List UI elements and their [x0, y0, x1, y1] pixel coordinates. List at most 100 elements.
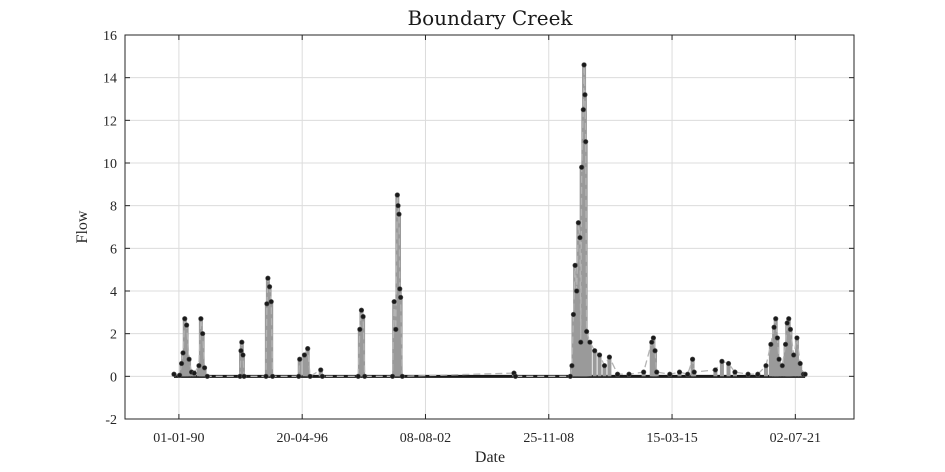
data-point	[784, 320, 790, 326]
data-point	[773, 316, 779, 322]
data-point	[732, 369, 738, 375]
data-point	[771, 324, 777, 330]
data-point	[240, 352, 246, 358]
data-point	[574, 288, 580, 294]
data-point	[725, 360, 732, 367]
x-tick-label: 15-03-15	[646, 431, 697, 446]
data-point	[768, 341, 774, 347]
data-point	[318, 367, 324, 373]
data-point	[265, 275, 271, 281]
data-point	[171, 371, 177, 377]
data-point	[266, 284, 273, 290]
data-point	[575, 220, 581, 226]
data-point	[791, 352, 797, 358]
data-point	[745, 371, 751, 377]
data-point	[296, 373, 302, 379]
data-point	[606, 354, 613, 360]
data-point	[177, 372, 183, 378]
data-point	[755, 371, 761, 377]
data-point	[393, 326, 399, 333]
y-tick-label: 16	[103, 29, 117, 44]
data-point	[239, 339, 245, 345]
data-point	[399, 373, 405, 379]
data-point	[570, 311, 577, 318]
data-point	[802, 371, 808, 377]
y-tick-label: 6	[110, 242, 117, 257]
x-tick-label: 02-07-21	[770, 431, 821, 446]
data-point	[394, 192, 400, 198]
data-point	[782, 341, 789, 347]
data-point	[614, 371, 621, 377]
data-point	[512, 373, 519, 379]
data-point	[357, 326, 363, 333]
data-point	[200, 331, 206, 337]
gridlines	[125, 34, 854, 420]
data-point	[579, 164, 585, 170]
x-tick-label: 01-01-90	[153, 431, 204, 446]
x-tick-label: 08-08-02	[400, 431, 451, 446]
data-point	[297, 356, 303, 362]
y-axis-ticks: -2 0 2 4 6 8 10 12 14 16	[103, 29, 854, 428]
data-point	[580, 107, 586, 113]
data-point	[641, 369, 647, 375]
data-point	[182, 316, 188, 322]
data-point	[360, 314, 366, 320]
data-point	[198, 316, 204, 322]
data-point	[712, 367, 718, 373]
data-point	[307, 373, 313, 379]
data-point	[238, 348, 244, 354]
plot-frame	[124, 34, 855, 420]
data-point	[180, 350, 186, 356]
data-point	[596, 352, 603, 358]
data-point	[601, 363, 608, 369]
data-point	[654, 369, 660, 375]
data-point	[263, 373, 269, 379]
data-point	[184, 322, 190, 328]
data-point	[786, 316, 792, 322]
data-point	[397, 286, 403, 292]
y-axis-label: Flow	[74, 210, 91, 243]
data-point	[676, 369, 683, 375]
data-point	[358, 307, 365, 313]
data-point	[689, 356, 696, 362]
y-tick-label: 0	[110, 370, 117, 385]
data-point	[178, 360, 185, 367]
data-point	[685, 371, 691, 377]
data-point	[572, 262, 578, 269]
x-tick-label: 25-11-08	[523, 431, 574, 446]
data-point	[797, 360, 803, 367]
data-point	[626, 371, 632, 377]
y-tick-label: 12	[103, 114, 117, 129]
data-point	[577, 235, 583, 241]
data-point	[667, 371, 673, 377]
chart-title: Boundary Creek	[407, 6, 573, 30]
data-point	[362, 373, 368, 379]
data-point	[719, 358, 725, 365]
y-tick-label: 10	[103, 157, 117, 172]
data-point	[395, 203, 401, 209]
data-point	[196, 363, 202, 369]
data-point	[389, 373, 396, 379]
data-point	[398, 294, 404, 301]
data-point	[774, 335, 780, 341]
data-point	[301, 352, 308, 358]
data-point	[191, 370, 197, 376]
data-point	[650, 335, 656, 341]
data-point	[649, 339, 655, 345]
data-point	[794, 335, 800, 341]
y-tick-label: 14	[103, 72, 117, 87]
data-point	[268, 299, 274, 305]
data-point	[305, 346, 311, 352]
data-point	[583, 328, 590, 335]
data-point	[569, 363, 575, 369]
data-point	[592, 348, 598, 354]
data-point	[787, 326, 794, 333]
data-point	[652, 348, 658, 354]
data-point	[201, 365, 208, 371]
data-point	[186, 356, 192, 362]
data-point	[396, 211, 402, 217]
data-point	[779, 363, 785, 369]
data-point	[319, 373, 325, 379]
data-point	[763, 363, 769, 369]
